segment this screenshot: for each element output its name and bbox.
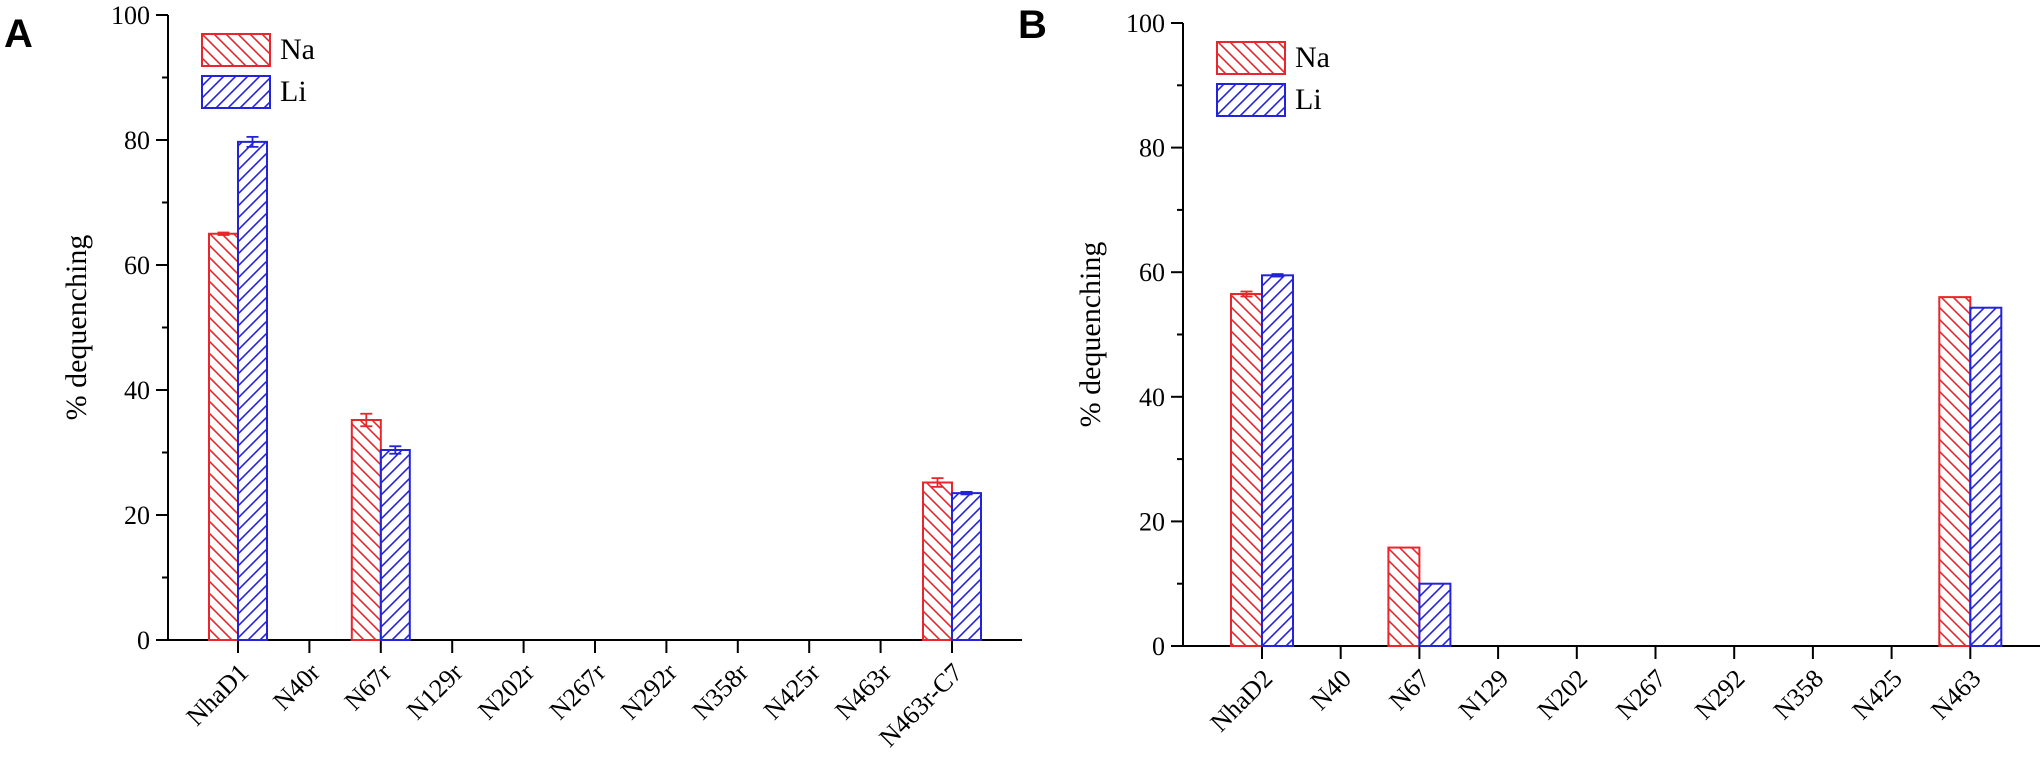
legend-label-li: Li [280, 75, 307, 108]
bar-na-n463r-c7 [922, 481, 953, 641]
y-tick-label: 80 [1139, 134, 1165, 163]
legend-swatch-na [201, 33, 271, 67]
x-tick-label: N463 [1925, 664, 1986, 725]
y-axis-title: % dequenching [1074, 242, 1107, 428]
bar-na-nhad2 [1230, 293, 1263, 647]
y-tick-label: 40 [1139, 383, 1165, 412]
y-axis-title: % dequenching [60, 235, 93, 421]
x-tick-label: N40 [1305, 664, 1357, 716]
y-tick-label: 0 [137, 626, 150, 655]
x-tick-label: N425r [758, 657, 826, 725]
bar-li-n67r [379, 449, 411, 641]
bar-li-nhad2 [1261, 274, 1294, 647]
y-tick-label: 40 [124, 376, 150, 405]
legend-swatch-na [1216, 41, 1286, 75]
bar-na-n67 [1387, 546, 1421, 647]
bar-li-n67 [1418, 582, 1452, 648]
x-tick-label: N267r [544, 657, 612, 725]
x-tick-label: N40r [267, 657, 326, 716]
x-tick-label: N292 [1689, 664, 1750, 725]
bar-li-n463r-c7 [951, 492, 982, 641]
y-tick-label: 20 [124, 501, 150, 530]
y-tick-label: 0 [1152, 632, 1165, 661]
x-tick-label: N292r [615, 657, 683, 725]
x-tick-label: NhaD2 [1205, 664, 1279, 738]
x-tick-label: N202r [472, 657, 540, 725]
x-tick-label: N463r [829, 657, 897, 725]
legend-label-na: Na [280, 33, 315, 66]
y-tick-label: 100 [111, 1, 150, 30]
panel-label-b: B [1018, 3, 1047, 47]
legend-label-li: Li [1295, 83, 1322, 116]
legend-label-na: Na [1295, 41, 1330, 74]
x-tick-label: N267 [1610, 664, 1671, 725]
y-tick-label: 20 [1139, 507, 1165, 536]
x-tick-label: N129r [401, 657, 469, 725]
x-tick-label: N202 [1532, 664, 1593, 725]
x-tick-label: N358 [1768, 664, 1829, 725]
legend-swatch-li [1216, 83, 1286, 117]
bar-li-nhad1 [237, 140, 268, 641]
panel-label-a: A [4, 12, 33, 56]
x-tick-label: N67r [339, 657, 398, 716]
x-tick-label: N425 [1846, 664, 1907, 725]
bar-na-n67r [350, 419, 382, 641]
x-tick-label: N129 [1453, 664, 1514, 725]
bar-na-n463 [1938, 296, 1972, 647]
y-tick-label: 80 [124, 126, 150, 155]
bar-li-n463 [1969, 306, 2003, 647]
y-tick-label: 60 [124, 251, 150, 280]
y-tick-label: 60 [1139, 258, 1165, 287]
bar-na-nhad1 [208, 232, 239, 641]
x-tick-label: NhaD1 [181, 658, 255, 732]
chart-panel-b: B 0 20 40 60 80 100 % dequenching NhaD2 N40 N67 N12… [1018, 3, 2040, 737]
x-tick-label: N358r [687, 657, 755, 725]
legend-swatch-li [201, 75, 271, 109]
y-tick-label: 100 [1126, 9, 1165, 38]
x-tick-label: N67 [1383, 664, 1435, 716]
